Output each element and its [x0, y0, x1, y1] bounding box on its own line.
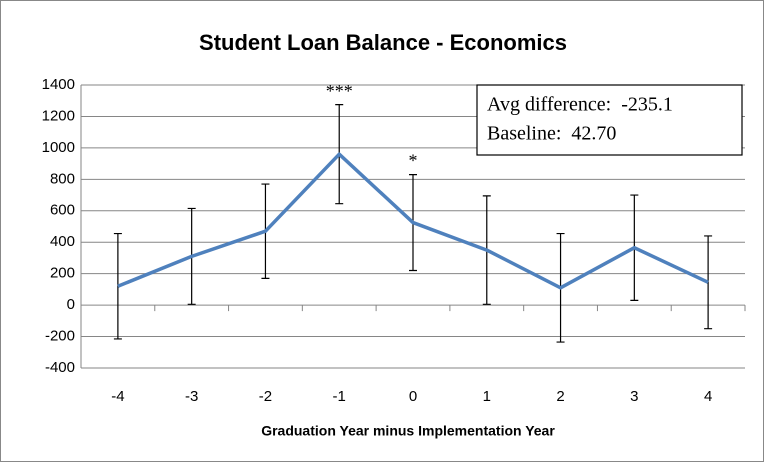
y-tick-label: 0 — [67, 296, 75, 313]
chart-title: Student Loan Balance - Economics — [199, 30, 567, 55]
x-tick-label: 2 — [556, 388, 564, 405]
y-tick-label: 400 — [50, 233, 75, 250]
significance-label: * — [409, 151, 418, 171]
y-tick-label: -200 — [45, 328, 75, 345]
significance-label: *** — [326, 81, 353, 101]
y-tick-label: 1400 — [42, 76, 75, 93]
data-line — [117, 152, 709, 290]
annotation: Baseline: 42.70 — [487, 123, 616, 145]
y-tick-label: 800 — [50, 170, 75, 187]
annotation: Avg difference: -235.1 — [487, 94, 673, 116]
x-tick-label: 4 — [704, 388, 712, 405]
x-tick-label: -2 — [259, 388, 272, 405]
x-tick-label: -4 — [111, 388, 124, 405]
x-tick-label: 3 — [630, 388, 638, 405]
y-tick-label: 600 — [50, 202, 75, 219]
x-axis-label: Graduation Year minus Implementation Yea… — [261, 423, 555, 439]
y-tick-label: 1200 — [42, 107, 75, 124]
x-tick-label: -3 — [185, 388, 198, 405]
x-tick-label: -1 — [333, 388, 346, 405]
x-tick-label: 1 — [483, 388, 491, 405]
y-tick-label: 1000 — [42, 139, 75, 156]
y-tick-label: -400 — [45, 359, 75, 376]
x-tick-label: 0 — [409, 388, 417, 405]
annotation-box — [476, 84, 743, 156]
y-tick-label: 200 — [50, 265, 75, 282]
